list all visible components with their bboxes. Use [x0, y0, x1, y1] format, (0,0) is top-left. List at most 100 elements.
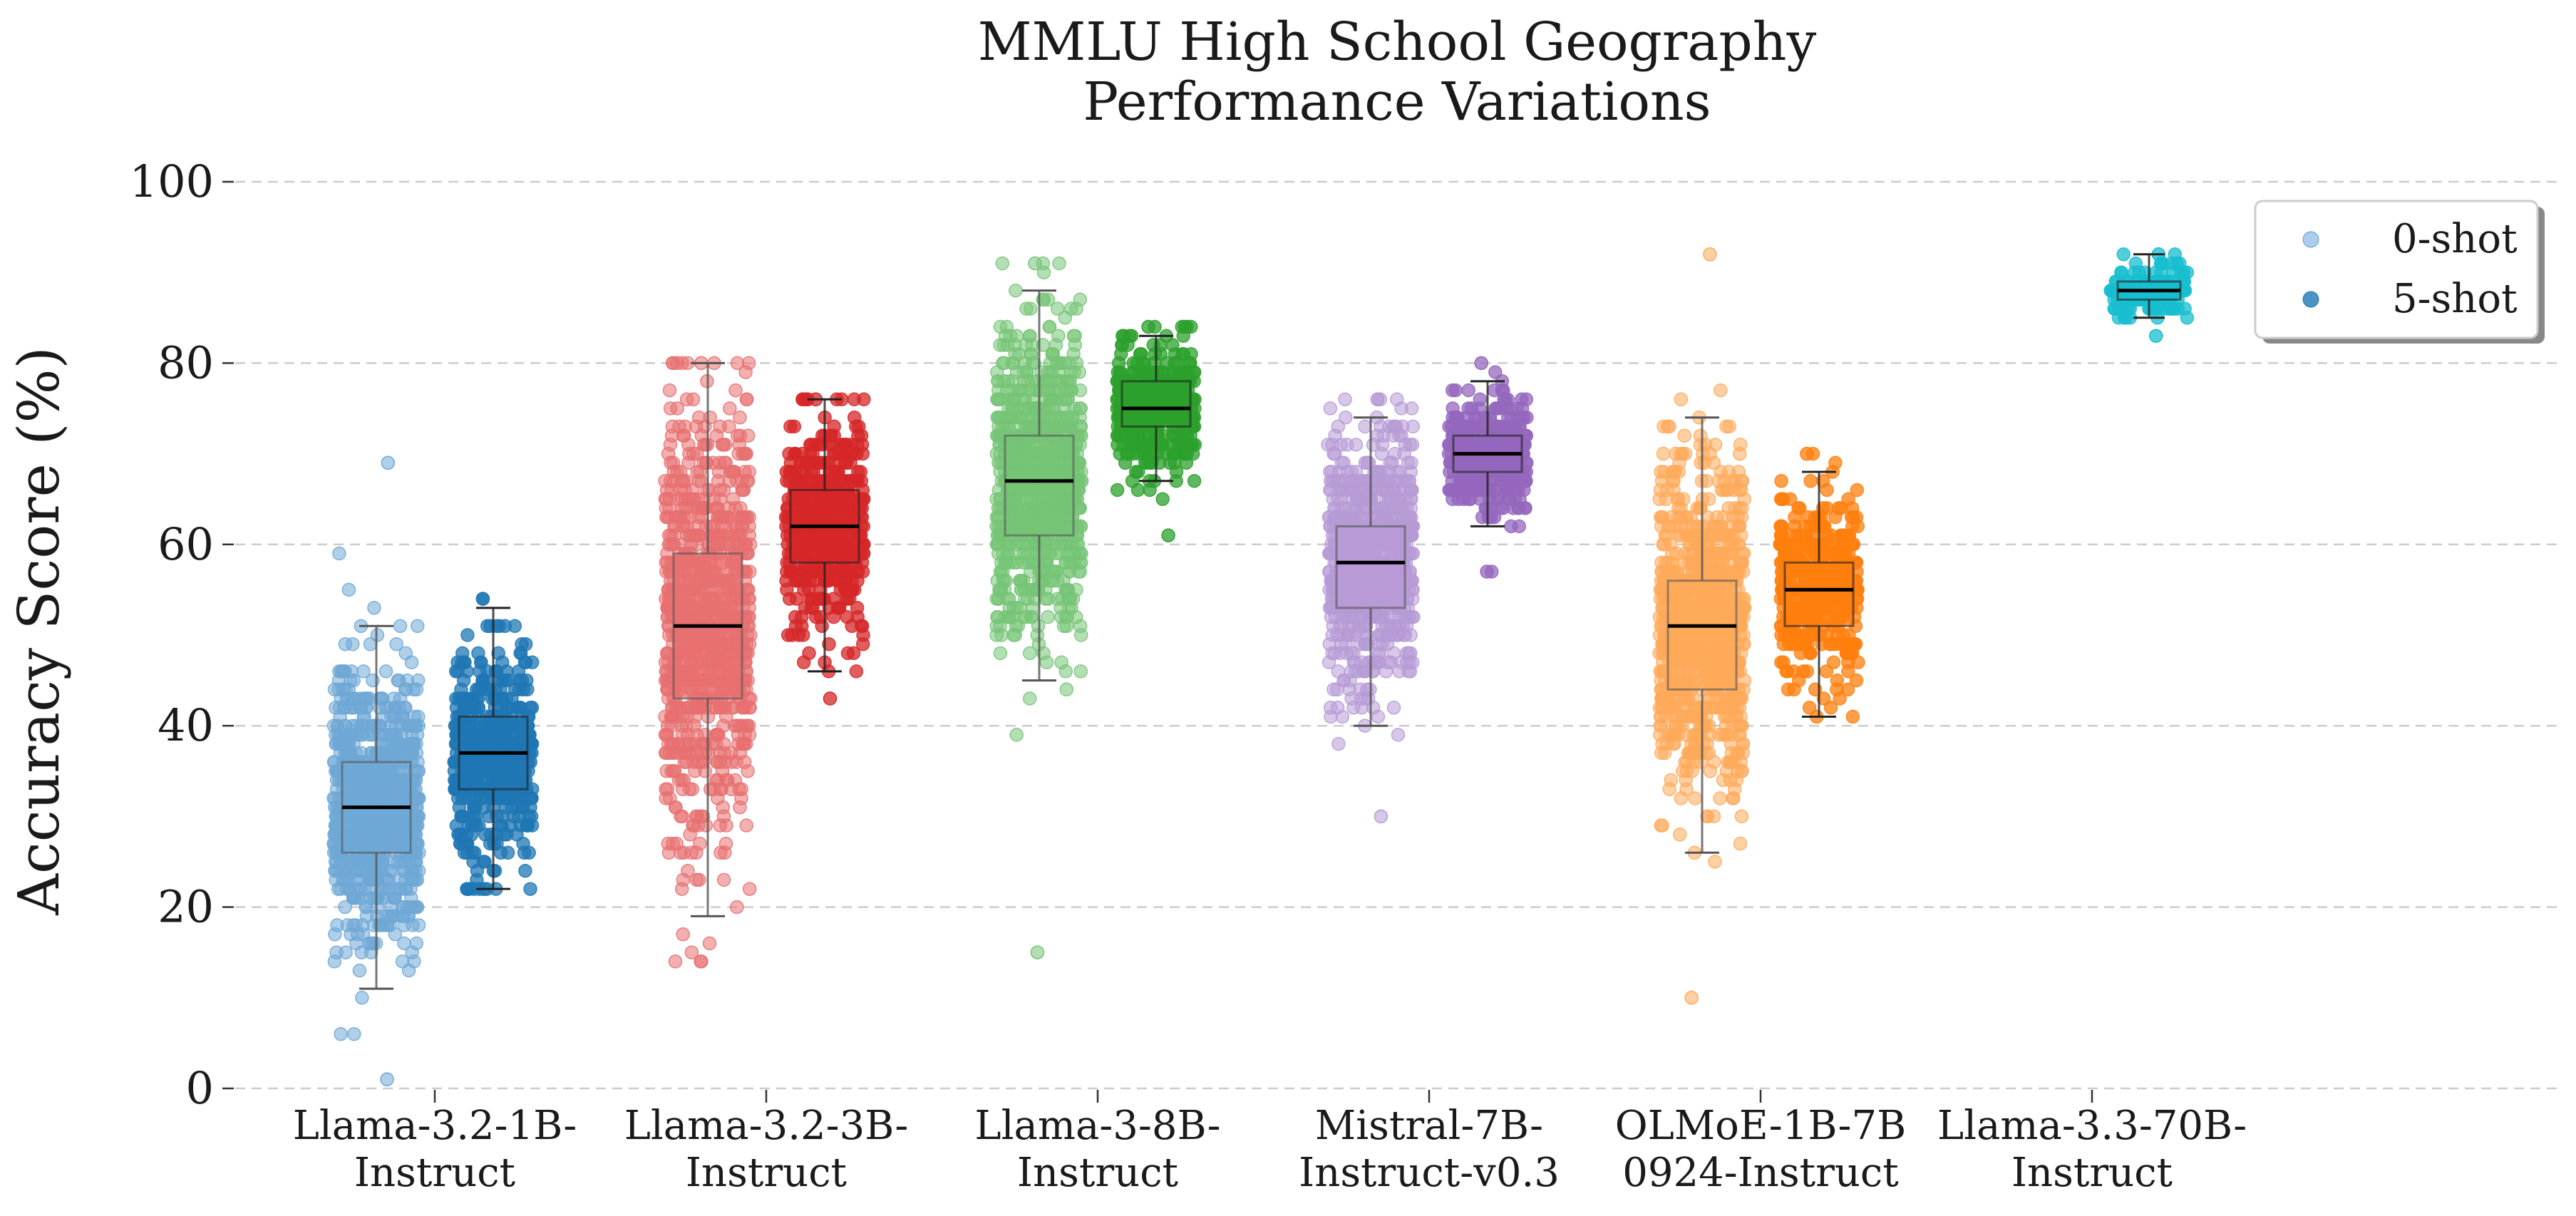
data-point [355, 991, 369, 1005]
data-point [823, 691, 838, 706]
data-point [406, 718, 420, 733]
data-point [1067, 401, 1081, 416]
data-point [1381, 465, 1396, 479]
data-point [675, 519, 690, 534]
data-point [397, 701, 412, 715]
data-point [668, 954, 683, 969]
data-point [1322, 637, 1337, 651]
data-point [516, 791, 531, 805]
data-point [463, 809, 477, 824]
data-point [1009, 283, 1023, 298]
data-point [380, 1072, 394, 1087]
data-point [408, 855, 423, 869]
data-point [462, 791, 477, 805]
data-point [664, 709, 679, 724]
data-point [780, 628, 795, 642]
data-point [1386, 483, 1400, 498]
data-point [709, 728, 724, 742]
data-point [1379, 664, 1393, 679]
data-point [824, 428, 838, 443]
data-point [503, 818, 518, 833]
data-point [1110, 483, 1125, 498]
data-point [1006, 374, 1020, 388]
data-point [846, 646, 861, 661]
data-point [1072, 365, 1086, 379]
data-point [334, 1026, 348, 1041]
data-point [498, 800, 513, 815]
data-point [1358, 419, 1372, 434]
data-point [1030, 945, 1045, 959]
data-point [1016, 537, 1030, 552]
data-point [658, 746, 673, 761]
data-point [1323, 401, 1338, 416]
data-point [742, 882, 757, 896]
data-point [381, 455, 396, 470]
data-point [378, 664, 393, 679]
data-point [1059, 682, 1074, 697]
data-point [698, 728, 712, 742]
data-point [690, 537, 704, 552]
data-point [1187, 474, 1202, 488]
data-point [1374, 809, 1389, 824]
data-point [1014, 582, 1029, 597]
data-point [407, 954, 421, 969]
data-point [1334, 637, 1349, 651]
data-point [723, 401, 737, 416]
x-tick-label: Mistral-7B- [1315, 1103, 1543, 1149]
data-point [1361, 455, 1376, 470]
data-point [1041, 609, 1055, 624]
data-point [716, 872, 731, 887]
data-point [1019, 302, 1034, 316]
data-point [1024, 346, 1039, 361]
data-point [722, 419, 736, 434]
data-point [788, 446, 803, 461]
data-point [676, 428, 691, 443]
data-point [339, 945, 353, 959]
data-point [659, 791, 674, 805]
data-point [731, 528, 745, 542]
data-point [728, 383, 743, 398]
data-point [1331, 492, 1345, 506]
data-point [386, 691, 401, 706]
data-point [398, 682, 413, 697]
data-point [518, 863, 532, 878]
data-point [1168, 356, 1182, 371]
data-point [796, 655, 811, 669]
data-point [678, 746, 692, 761]
data-point [411, 918, 426, 932]
data-point [1390, 392, 1404, 407]
data-point [337, 736, 352, 751]
y-tick-label: 20 [158, 881, 214, 933]
data-point [795, 628, 810, 642]
data-point [718, 836, 733, 851]
data-point [349, 863, 363, 878]
data-point [1328, 446, 1342, 461]
data-point [1326, 682, 1341, 697]
data-point [1405, 438, 1420, 452]
data-point [666, 356, 681, 371]
data-point [1331, 664, 1346, 679]
data-point [1331, 465, 1346, 479]
data-point [686, 392, 701, 407]
data-point [998, 609, 1013, 624]
data-point [739, 818, 753, 833]
data-point [1141, 319, 1155, 334]
data-point [520, 682, 535, 697]
data-point [995, 256, 1010, 271]
data-point [730, 356, 745, 371]
data-point [731, 428, 745, 443]
data-point [1187, 438, 1202, 452]
data-point [1058, 311, 1073, 325]
data-point [1030, 582, 1044, 597]
data-point [1352, 483, 1367, 498]
data-point [843, 474, 857, 488]
data-point [336, 682, 350, 697]
x-tick-label: Instruct-v0.3 [1299, 1150, 1560, 1196]
data-point [702, 936, 717, 951]
data-point [738, 510, 753, 525]
data-point [393, 855, 408, 869]
data-point [815, 592, 830, 606]
data-point [676, 927, 690, 942]
data-point [1180, 319, 1194, 334]
data-point [360, 691, 374, 706]
